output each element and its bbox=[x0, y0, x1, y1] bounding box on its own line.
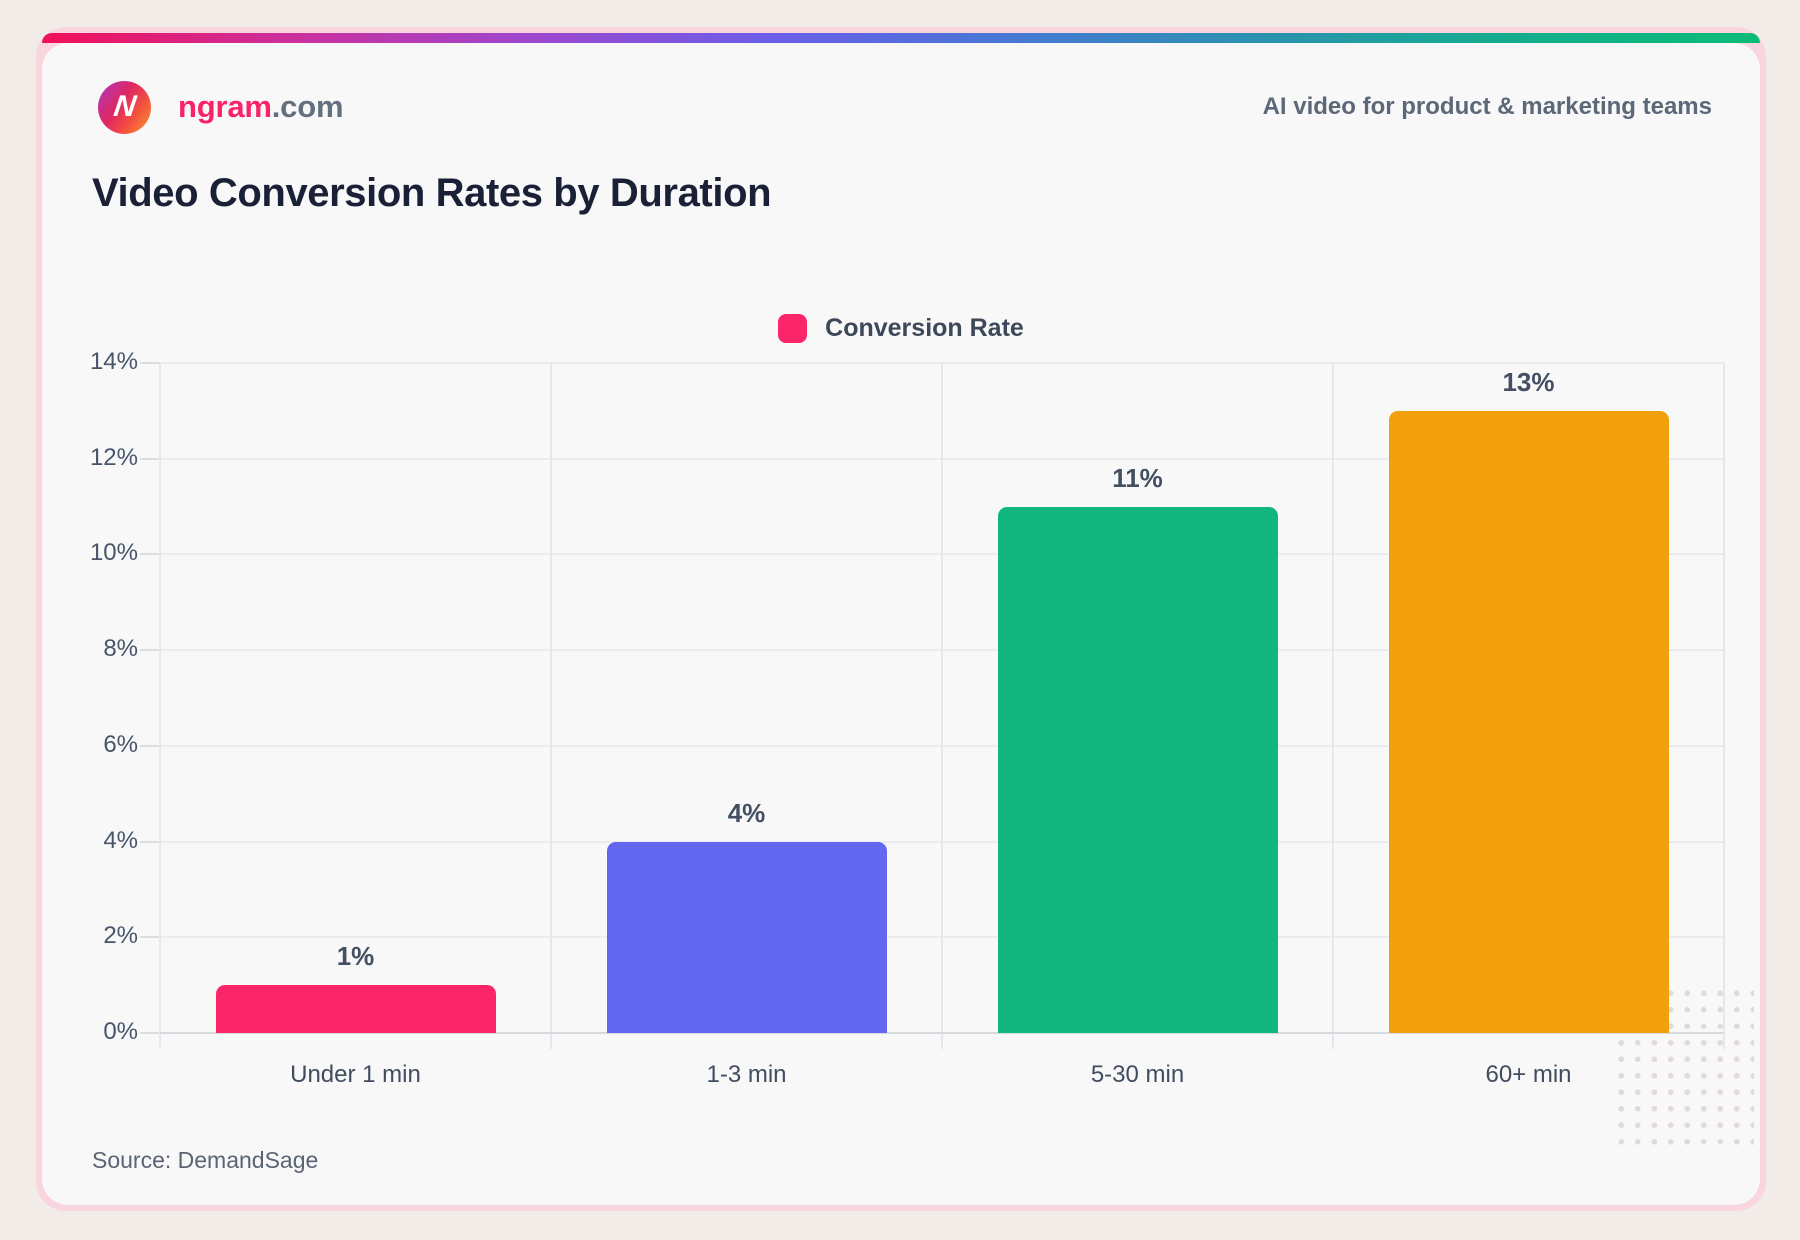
bar bbox=[215, 985, 496, 1033]
brand-domain: .com bbox=[271, 89, 344, 124]
card-header: N ngram.com AI video for product & marke… bbox=[98, 80, 1712, 134]
bar bbox=[997, 506, 1278, 1033]
y-axis-tick bbox=[140, 1032, 160, 1034]
y-axis-tick-label: 2% bbox=[103, 922, 138, 950]
brand-link[interactable]: N ngram.com bbox=[98, 80, 344, 134]
category-label: 5-30 min bbox=[1090, 1061, 1185, 1088]
top-gradient-bar bbox=[42, 33, 1760, 43]
category-label: 1-3 min bbox=[706, 1061, 787, 1088]
x-axis-line bbox=[160, 1032, 1724, 1034]
bar-value-label: 11% bbox=[1112, 462, 1163, 493]
card-frame: N ngram.com AI video for product & marke… bbox=[36, 27, 1766, 1211]
v-gridline bbox=[1723, 363, 1725, 1049]
brand-name: ngram bbox=[178, 89, 272, 124]
y-axis-tick-label: 14% bbox=[89, 348, 138, 375]
chart-title: Video Conversion Rates by Duration bbox=[92, 171, 772, 215]
chart: 0% 2% 4% 6% 8% 10% 12% 14% 1% Under 1 min 4% 1-3 mi… bbox=[42, 43, 1760, 1205]
y-axis-tick-label: 0% bbox=[103, 1018, 138, 1045]
y-axis-line bbox=[159, 363, 161, 1049]
y-axis-tick bbox=[140, 457, 160, 460]
y-axis-tick-label: 6% bbox=[103, 730, 138, 758]
legend-swatch bbox=[778, 314, 808, 343]
legend-label: Conversion Rate bbox=[825, 314, 1024, 342]
bar-value-label: 13% bbox=[1502, 366, 1555, 397]
y-axis-tick bbox=[140, 840, 160, 843]
y-axis-tick bbox=[140, 744, 160, 747]
y-axis-tick-label: 8% bbox=[103, 635, 138, 663]
y-axis-tick-label: 10% bbox=[89, 539, 138, 567]
bar bbox=[606, 841, 887, 1033]
category-label: Under 1 min bbox=[290, 1061, 421, 1088]
y-axis-tick bbox=[140, 362, 160, 364]
source-attribution: Source: DemandSage bbox=[92, 1147, 319, 1173]
brand-wordmark: ngram.com bbox=[178, 89, 344, 125]
bar-value-label: 4% bbox=[727, 797, 766, 828]
bar bbox=[1388, 410, 1669, 1033]
y-axis-tick-label: 12% bbox=[89, 443, 138, 471]
chart-legend: Conversion Rate bbox=[42, 314, 1760, 343]
infographic-card: N ngram.com AI video for product & marke… bbox=[42, 43, 1760, 1205]
category-label: 60+ min bbox=[1485, 1061, 1572, 1088]
v-gridline bbox=[941, 363, 943, 1049]
y-axis-tick-label: 4% bbox=[103, 826, 138, 854]
ngram-logo-icon: N bbox=[98, 80, 151, 134]
y-axis-tick bbox=[140, 649, 160, 652]
bar-value-label: 1% bbox=[336, 941, 375, 972]
v-gridline bbox=[550, 363, 552, 1049]
y-axis-tick bbox=[140, 553, 160, 556]
brand-tagline: AI video for product & marketing teams bbox=[1262, 93, 1712, 120]
y-axis-tick bbox=[140, 936, 160, 939]
v-gridline bbox=[1332, 363, 1334, 1049]
